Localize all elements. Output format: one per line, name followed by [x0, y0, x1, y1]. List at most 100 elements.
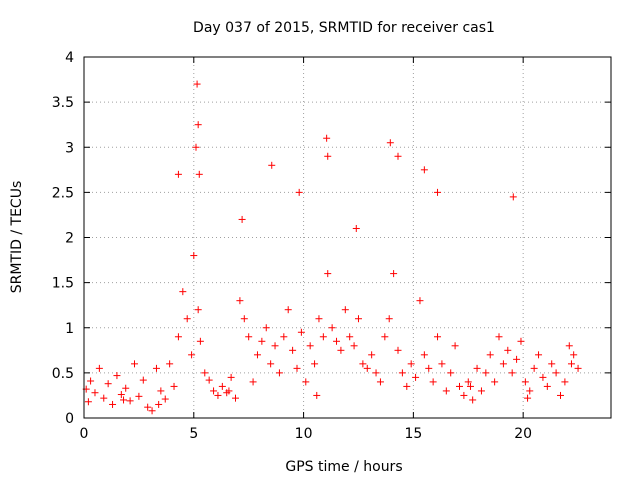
data-point: [425, 364, 433, 372]
data-point: [232, 394, 240, 402]
data-point: [319, 333, 327, 341]
data-point: [195, 170, 203, 178]
data-point: [196, 337, 204, 345]
data-point: [407, 360, 415, 368]
data-point: [284, 306, 292, 314]
y-tick-label: 2.5: [52, 185, 74, 201]
data-point: [297, 328, 305, 336]
data-point: [491, 378, 499, 386]
data-point: [225, 387, 233, 395]
data-point: [183, 315, 191, 323]
data-point: [144, 403, 152, 411]
data-point: [513, 355, 521, 363]
data-point: [486, 351, 494, 359]
data-point: [295, 188, 303, 196]
data-point: [504, 346, 512, 354]
data-point: [368, 351, 376, 359]
data-point: [227, 373, 235, 381]
y-tick-label: 3.5: [52, 95, 74, 111]
data-points: [82, 80, 582, 415]
data-point: [139, 376, 147, 384]
data-point: [352, 224, 360, 232]
data-point: [464, 378, 472, 386]
data-point: [447, 369, 455, 377]
data-point: [190, 252, 198, 260]
data-point: [412, 373, 420, 381]
data-point: [120, 396, 128, 404]
x-tick-label: 5: [189, 426, 198, 442]
data-point: [469, 396, 477, 404]
data-point: [434, 188, 442, 196]
plot-frame: [83, 56, 612, 419]
data-point: [381, 333, 389, 341]
data-point: [333, 337, 341, 345]
y-tick-label: 1: [65, 321, 74, 337]
data-point: [240, 315, 248, 323]
y-tick-label: 0: [65, 411, 74, 427]
data-point: [245, 333, 253, 341]
data-point: [574, 364, 582, 372]
data-point: [517, 337, 525, 345]
data-point: [398, 369, 406, 377]
data-point: [552, 369, 560, 377]
data-point: [363, 364, 371, 372]
data-point: [394, 152, 402, 160]
y-axis-label: SRMTID / TECUs: [9, 181, 25, 294]
x-tick-label: 20: [514, 426, 532, 442]
data-point: [324, 270, 332, 278]
data-point: [268, 161, 276, 169]
data-point: [442, 387, 450, 395]
data-point: [174, 170, 182, 178]
data-point: [359, 360, 367, 368]
data-point: [386, 139, 394, 147]
data-point: [473, 364, 481, 372]
data-point: [482, 369, 490, 377]
data-point: [131, 360, 139, 368]
data-point: [570, 351, 578, 359]
axis-ticks: [83, 56, 611, 419]
data-point: [166, 360, 174, 368]
data-point: [104, 380, 112, 388]
data-point: [556, 391, 564, 399]
data-point: [337, 346, 345, 354]
data-point: [293, 364, 301, 372]
data-point: [179, 288, 187, 296]
data-point: [249, 378, 257, 386]
data-point: [455, 382, 463, 390]
data-point: [394, 346, 402, 354]
data-point: [188, 351, 196, 359]
data-point: [109, 400, 117, 408]
data-point: [289, 346, 297, 354]
data-point: [403, 382, 411, 390]
tick-labels: 0 5 10 15 20 0 0.5 1 1.5 2 2.5 3 3.5 4: [52, 50, 532, 442]
data-point: [341, 306, 349, 314]
data-point: [376, 378, 384, 386]
data-point: [350, 342, 358, 350]
data-point: [543, 382, 551, 390]
grid-lines: [84, 57, 611, 418]
data-point: [499, 360, 507, 368]
data-point: [302, 378, 310, 386]
data-point: [548, 360, 556, 368]
data-point: [434, 333, 442, 341]
data-point: [113, 372, 121, 380]
data-point: [420, 351, 428, 359]
data-point: [100, 394, 108, 402]
data-point: [567, 360, 575, 368]
data-point: [526, 387, 534, 395]
data-point: [420, 166, 428, 174]
data-point: [372, 369, 380, 377]
chart-title: Day 037 of 2015, SRMTID for receiver cas…: [193, 20, 495, 36]
data-point: [262, 324, 270, 332]
x-axis-label: GPS time / hours: [285, 459, 402, 475]
data-point: [152, 364, 160, 372]
data-point: [126, 397, 134, 405]
data-point: [313, 391, 321, 399]
y-tick-label: 4: [65, 50, 74, 66]
data-point: [238, 215, 246, 223]
data-point: [509, 193, 517, 201]
y-tick-label: 0.5: [52, 366, 74, 382]
data-point: [311, 360, 319, 368]
data-point: [258, 337, 266, 345]
data-point: [328, 324, 336, 332]
